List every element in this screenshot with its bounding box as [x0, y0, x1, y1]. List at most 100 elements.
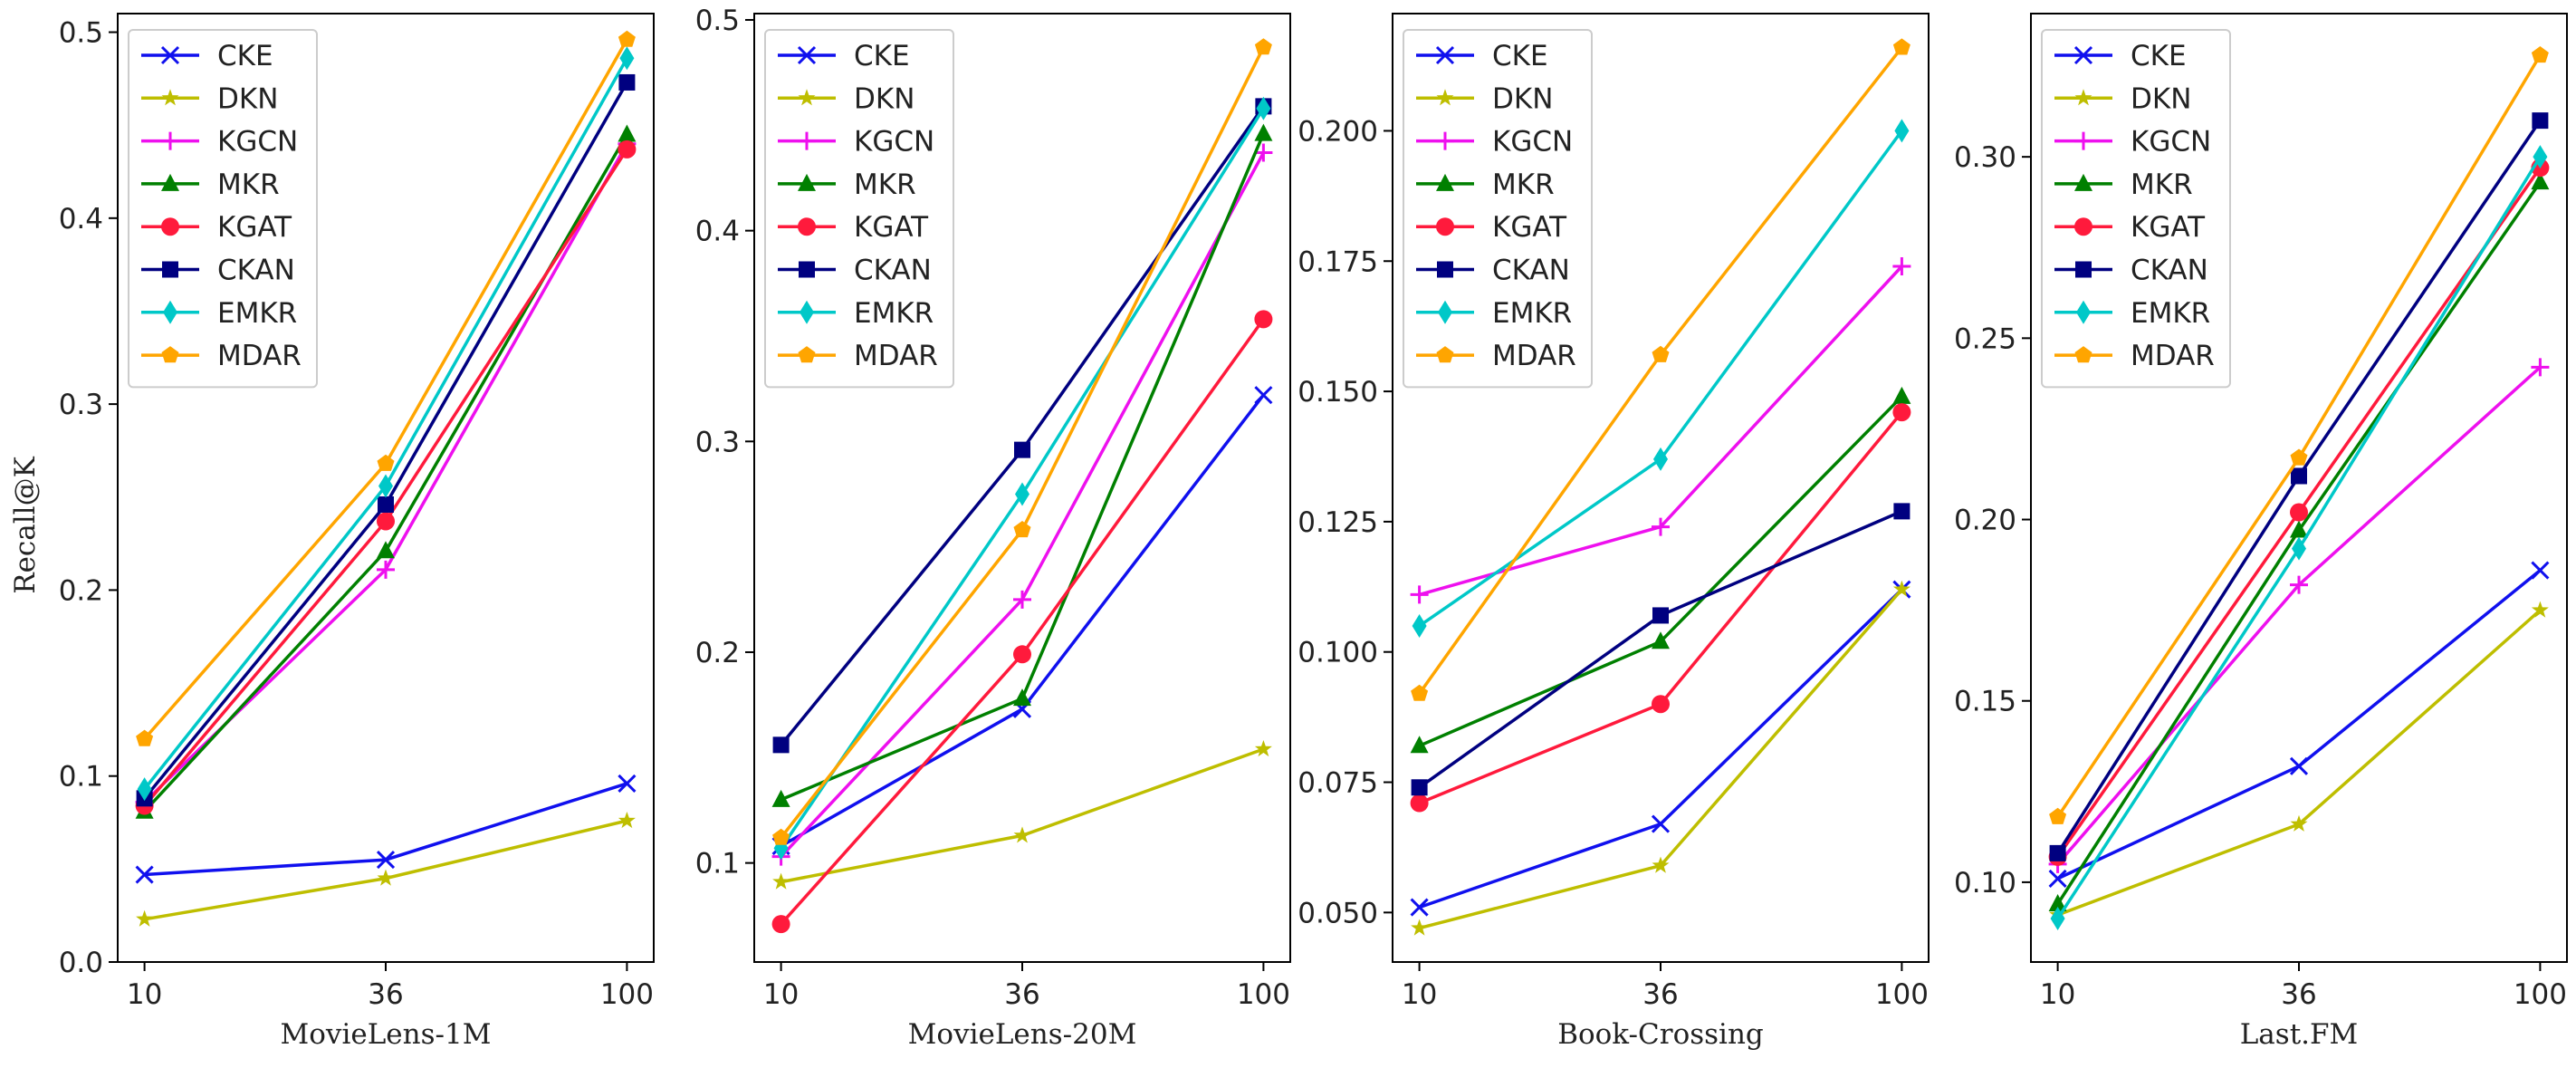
- data-point-cke: [1651, 814, 1671, 833]
- legend-marker-dkn: [798, 89, 816, 106]
- y-tick-label: 0.3: [59, 389, 103, 421]
- data-point-emkr: [1256, 96, 1271, 120]
- legend-box: [1403, 29, 1593, 389]
- legend-marker-emkr: [2076, 300, 2091, 324]
- data-point-kgat: [377, 512, 395, 531]
- legend-label-ckan: CKAN: [2131, 255, 2208, 287]
- data-point-kgat: [2290, 503, 2308, 522]
- data-point-dkn: [377, 869, 395, 886]
- legend: CKE DKN KGCN MKR KGAT CKAN EMKR MDAR: [1403, 29, 1593, 389]
- legend-marker-kgat: [161, 217, 179, 236]
- data-point-cke: [2048, 869, 2067, 888]
- legend-marker-cke: [160, 45, 180, 65]
- legend-marker-mdar: [798, 346, 816, 363]
- y-tick-label: 0.10: [1954, 867, 2016, 900]
- data-point-emkr: [2533, 145, 2548, 169]
- x-axis-title: MovieLens-1M: [281, 1018, 492, 1051]
- legend-marker-ckan: [1437, 261, 1453, 278]
- data-point-kgcn: [1410, 585, 1429, 604]
- chart-panel-last-fm: 10 36 100 0.10 0.15 0.20 0.25 0.30 Last.FM CKE DKN…: [1954, 13, 2568, 1051]
- legend-marker-mdar: [1436, 346, 1454, 363]
- y-tick-label: 0.200: [1298, 115, 1378, 148]
- legend-marker-cke: [2073, 45, 2093, 65]
- data-point-ckan: [772, 736, 790, 754]
- legend-label-emkr: EMKR: [1492, 297, 1572, 330]
- data-point-kgat: [1410, 794, 1429, 813]
- data-point-ckan: [618, 73, 636, 91]
- data-point-mkr: [377, 541, 395, 559]
- x-tick-label: 36: [368, 978, 403, 1011]
- series-line-cke: [2056, 569, 2542, 880]
- legend-box: [128, 29, 318, 389]
- data-point-kgcn: [2290, 575, 2308, 594]
- data-point-dkn: [1254, 740, 1272, 757]
- series-mkr: [1410, 386, 1911, 754]
- x-tick-label: 100: [1875, 978, 1929, 1011]
- data-point-ckan: [378, 496, 394, 513]
- legend-marker-kgcn: [798, 131, 816, 150]
- legend-marker-dkn: [161, 89, 179, 106]
- legend-label-cke: CKE: [2131, 40, 2187, 72]
- data-point-mdar: [377, 454, 395, 471]
- data-point-ckan: [1652, 607, 1669, 624]
- legend-label-mkr: MKR: [1492, 168, 1555, 201]
- legend-marker-kgat: [1436, 217, 1454, 236]
- data-point-cke: [618, 774, 637, 793]
- legend-label-emkr: EMKR: [2131, 297, 2210, 330]
- legend-marker-emkr: [1438, 300, 1452, 324]
- legend-label-kgat: KGAT: [2131, 211, 2206, 244]
- x-tick-label: 36: [1642, 978, 1678, 1011]
- legend-label-kgat: KGAT: [1492, 211, 1567, 244]
- series-mdar: [2049, 46, 2549, 824]
- y-tick-label: 0.30: [1954, 141, 2016, 174]
- series-kgat: [1410, 403, 1911, 813]
- data-point-ckan: [1893, 503, 1910, 520]
- data-point-cke: [2531, 561, 2550, 580]
- data-point-mdar: [1652, 345, 1670, 362]
- chart-panel-book-crossing: 10 36 100 0.050 0.075 0.100 0.125 0.150 0.175 0.2…: [1298, 13, 1930, 1051]
- legend-label-mdar: MDAR: [2131, 340, 2215, 372]
- data-point-kgcn: [1013, 590, 1031, 609]
- series-emkr: [137, 46, 635, 802]
- x-tick-label: 36: [1004, 978, 1039, 1011]
- y-tick-label: 0.5: [695, 5, 740, 37]
- y-tick-label: 0.175: [1298, 245, 1378, 278]
- x-tick-label: 100: [1237, 978, 1290, 1011]
- legend-label-ckan: CKAN: [1492, 255, 1570, 287]
- data-point-kgcn: [377, 560, 395, 579]
- data-point-emkr: [1653, 447, 1668, 471]
- y-tick-label: 0.150: [1298, 376, 1378, 409]
- legend-label-dkn: DKN: [217, 82, 278, 115]
- data-point-dkn: [2531, 601, 2549, 618]
- y-tick-label: 0.4: [695, 216, 740, 248]
- data-point-ckan: [2049, 844, 2066, 861]
- data-point-emkr: [2050, 906, 2065, 930]
- legend-label-kgat: KGAT: [854, 211, 929, 244]
- y-tick-label: 0.1: [59, 761, 103, 794]
- series-ckan: [136, 73, 636, 807]
- legend: CKE DKN KGCN MKR KGAT CKAN EMKR MDAR: [2041, 29, 2231, 389]
- legend-marker-kgat: [798, 217, 816, 236]
- data-point-mkr: [618, 124, 637, 142]
- legend-marker-cke: [797, 45, 817, 65]
- legend-label-cke: CKE: [217, 40, 273, 72]
- series-line-ckan: [1418, 509, 1903, 789]
- legend-label-mdar: MDAR: [217, 340, 302, 372]
- data-point-mdar: [2049, 807, 2067, 824]
- legend-label-emkr: EMKR: [854, 297, 934, 330]
- legend-marker-mkr: [798, 173, 816, 191]
- y-tick-label: 0.2: [695, 637, 740, 669]
- x-tick-label: 10: [127, 978, 162, 1011]
- legend-marker-ckan: [162, 261, 178, 278]
- legend-marker-mdar: [2074, 346, 2092, 363]
- series-line-dkn: [2056, 609, 2542, 917]
- legend-label-kgcn: KGCN: [854, 126, 934, 159]
- legend-marker-mkr: [1436, 173, 1454, 191]
- series-cke: [2048, 561, 2550, 888]
- data-point-mkr: [1410, 736, 1429, 754]
- legend-marker-kgcn: [161, 131, 179, 150]
- data-point-emkr: [137, 777, 152, 802]
- legend-marker-kgat: [2074, 217, 2092, 236]
- data-point-kgcn: [1652, 517, 1670, 536]
